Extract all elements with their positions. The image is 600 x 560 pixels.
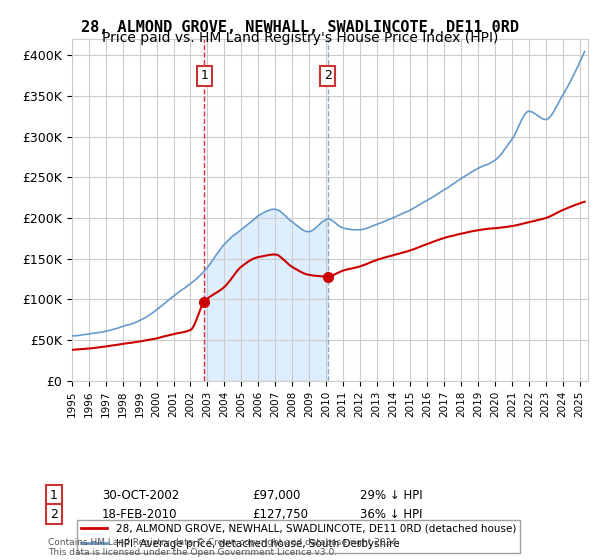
Text: £127,750: £127,750 bbox=[252, 507, 308, 521]
Text: 29% ↓ HPI: 29% ↓ HPI bbox=[360, 489, 422, 502]
Text: 36% ↓ HPI: 36% ↓ HPI bbox=[360, 507, 422, 521]
Text: Price paid vs. HM Land Registry's House Price Index (HPI): Price paid vs. HM Land Registry's House … bbox=[102, 31, 498, 45]
Text: 2: 2 bbox=[324, 69, 332, 82]
Text: 1: 1 bbox=[200, 69, 208, 82]
Text: Contains HM Land Registry data © Crown copyright and database right 2024.
This d: Contains HM Land Registry data © Crown c… bbox=[48, 538, 400, 557]
Text: 1: 1 bbox=[50, 489, 58, 502]
Text: 30-OCT-2002: 30-OCT-2002 bbox=[102, 489, 179, 502]
Legend: 28, ALMOND GROVE, NEWHALL, SWADLINCOTE, DE11 0RD (detached house), HPI: Average : 28, ALMOND GROVE, NEWHALL, SWADLINCOTE, … bbox=[77, 520, 520, 553]
Text: 2: 2 bbox=[50, 507, 58, 521]
Text: 18-FEB-2010: 18-FEB-2010 bbox=[102, 507, 178, 521]
Text: 28, ALMOND GROVE, NEWHALL, SWADLINCOTE, DE11 0RD: 28, ALMOND GROVE, NEWHALL, SWADLINCOTE, … bbox=[81, 20, 519, 35]
Text: £97,000: £97,000 bbox=[252, 489, 301, 502]
